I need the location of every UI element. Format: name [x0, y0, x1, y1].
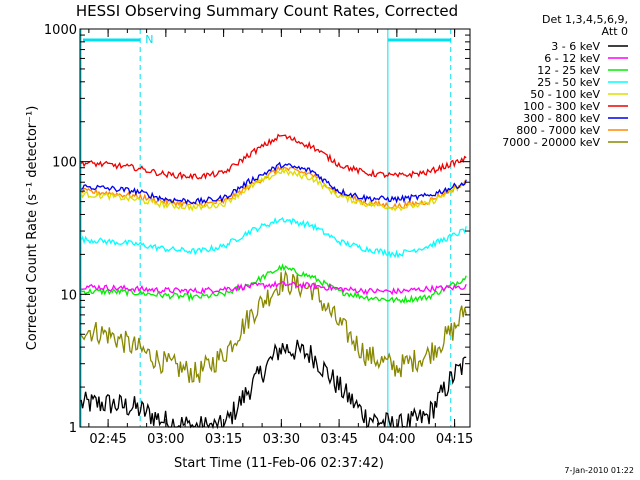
x-tick-label: 03:00 — [147, 432, 184, 447]
legend-label: 100 - 300 keV — [523, 100, 600, 113]
series-line-12-25keV — [80, 263, 467, 305]
series-line-800-7000keV — [80, 165, 467, 210]
y-tick-label: 1 — [69, 421, 77, 436]
y-tick-label: 1000 — [44, 23, 77, 38]
series-line-25-50keV — [80, 216, 467, 259]
chart-axes: 02:45 03:00 03:15 03:30 03:45 04:00 04:15 1 10 10… — [44, 23, 473, 447]
legend-label: 7000 - 20000 keV — [502, 136, 600, 149]
legend-label: 12 - 25 keV — [537, 64, 600, 77]
chart-title: HESSI Observing Summary Count Rates, Cor… — [76, 2, 458, 20]
x-axis-label: Start Time (11-Feb-06 02:37:42) — [174, 456, 384, 471]
x-tick-label: 04:15 — [436, 432, 473, 447]
legend-label: 800 - 7000 keV — [516, 124, 600, 137]
x-tick-label: 03:15 — [205, 432, 242, 447]
plot-frame — [79, 28, 471, 428]
legend-label: 3 - 6 keV — [551, 40, 600, 53]
legend-label: 300 - 800 keV — [523, 112, 600, 125]
x-tick-label: 03:30 — [263, 432, 300, 447]
y-tick-label: 10 — [60, 288, 77, 303]
legend-title: Det 1,3,4,5,6,9, — [542, 13, 628, 26]
y-tick-label: 100 — [52, 156, 77, 171]
x-tick-label: 04:00 — [378, 432, 415, 447]
legend-title: Att 0 — [602, 25, 628, 38]
y-axis-label: Corrected Count Rate (s⁻¹ detector⁻¹) — [25, 106, 40, 351]
x-tick-label: 03:45 — [320, 432, 357, 447]
footer-timestamp: 7-Jan-2010 01:22 — [564, 466, 634, 475]
series-line-3-6keV — [80, 339, 467, 430]
legend-label: 6 - 12 keV — [544, 52, 600, 65]
series-line-100-300keV — [80, 133, 467, 181]
legend-label: 50 - 100 keV — [530, 88, 600, 101]
x-tick-label: 02:45 — [89, 432, 126, 447]
series-line-300-800keV — [81, 161, 467, 205]
night-bar-label: N — [145, 33, 153, 46]
series-line-6-12keV — [81, 280, 467, 296]
series-line-50-100keV — [80, 167, 467, 212]
legend-label: 25 - 50 keV — [537, 76, 600, 89]
chart-marks: N — [80, 29, 467, 430]
series-line-7000-20000keV — [80, 269, 467, 383]
